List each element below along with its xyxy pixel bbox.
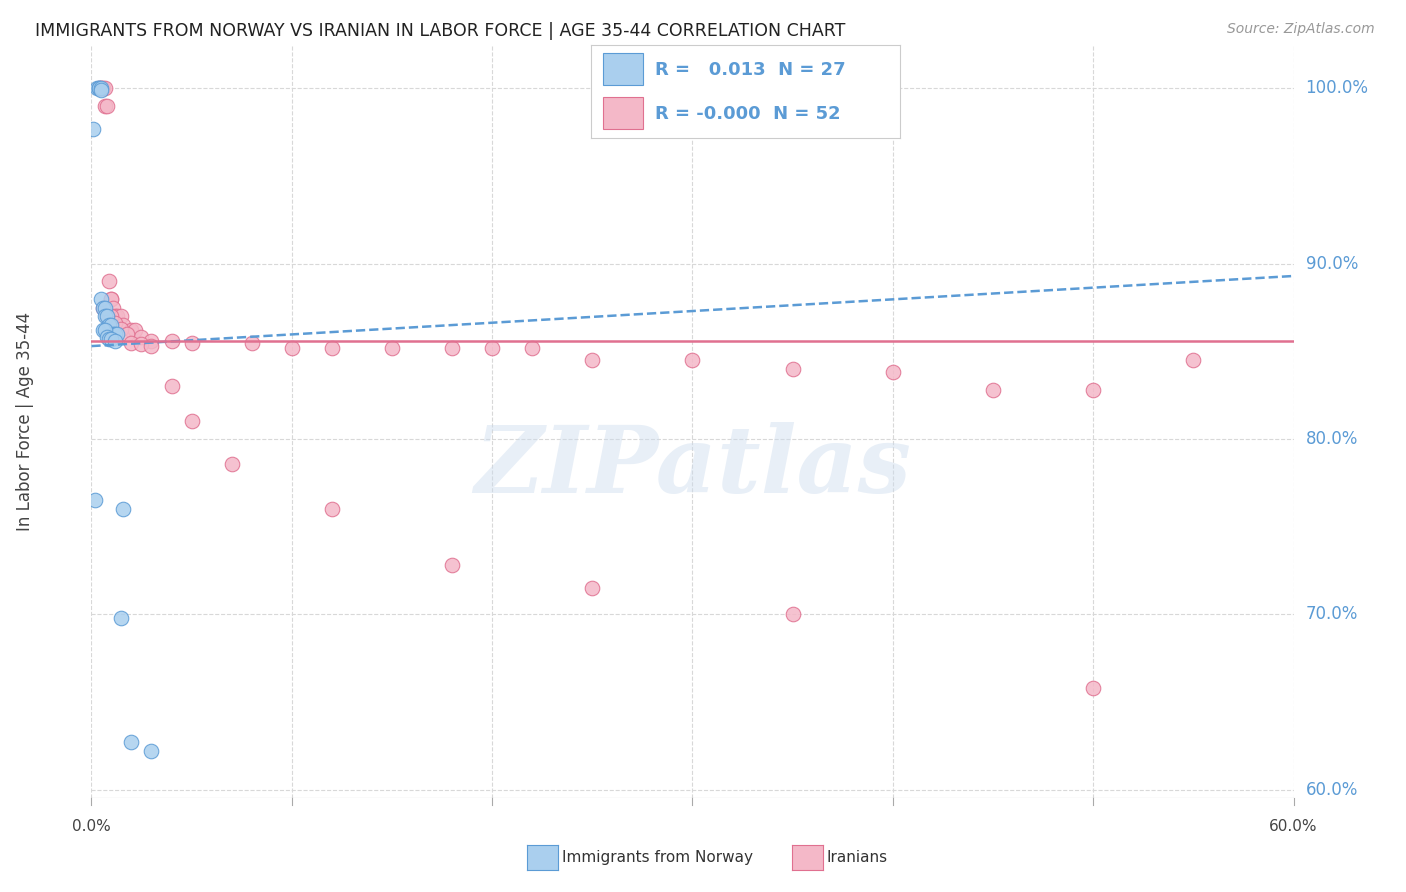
Point [882, 365, 904, 379]
Text: ZIPatlas: ZIPatlas [474, 422, 911, 512]
Point [131, 337, 153, 351]
Point [103, 301, 125, 315]
Point [121, 323, 143, 337]
Point [782, 607, 804, 622]
Point [381, 341, 404, 355]
Point [94, 301, 117, 315]
Point [94, 310, 117, 324]
Point [82, 121, 104, 136]
Point [94, 99, 117, 113]
Point [93, 301, 115, 315]
Text: 60.0%: 60.0% [1270, 820, 1317, 834]
Point [90, 81, 112, 95]
Point [93, 301, 115, 315]
Point [98, 318, 121, 332]
Point [160, 334, 183, 348]
Point [89, 81, 111, 95]
Point [141, 744, 163, 758]
Point [112, 318, 135, 332]
Point [117, 326, 139, 341]
Point [131, 330, 153, 344]
Point [124, 323, 146, 337]
Point [110, 611, 132, 625]
Point [1083, 383, 1105, 397]
Text: 100.0%: 100.0% [1306, 79, 1368, 97]
Point [104, 316, 127, 330]
Point [782, 362, 804, 376]
Point [90, 83, 112, 97]
Point [321, 502, 343, 516]
Point [94, 323, 117, 337]
Text: 60.0%: 60.0% [1306, 780, 1358, 798]
Text: Iranians: Iranians [827, 850, 887, 864]
Point [1083, 681, 1105, 695]
Bar [603, 97, 643, 129]
Point [96, 310, 118, 324]
Text: R =   0.013  N = 27: R = 0.013 N = 27 [655, 61, 846, 78]
Point [96, 330, 118, 344]
Text: 0.0%: 0.0% [72, 820, 111, 834]
Point [107, 310, 129, 324]
Point [581, 581, 603, 595]
Point [98, 274, 121, 288]
Point [104, 310, 127, 324]
Text: 90.0%: 90.0% [1306, 255, 1358, 273]
Point [94, 81, 117, 95]
Point [240, 335, 263, 350]
Text: Immigrants from Norway: Immigrants from Norway [562, 850, 754, 864]
Point [100, 318, 122, 332]
Point [100, 332, 122, 346]
Point [100, 292, 122, 306]
Point [180, 414, 202, 428]
Text: In Labor Force | Age 35-44: In Labor Force | Age 35-44 [17, 312, 34, 531]
Point [98, 332, 121, 346]
Point [89, 81, 111, 95]
Point [110, 310, 132, 324]
Point [160, 379, 183, 393]
Point [96, 99, 118, 113]
Point [90, 81, 112, 95]
Point [681, 353, 703, 368]
Point [107, 326, 129, 341]
Text: IMMIGRANTS FROM NORWAY VS IRANIAN IN LABOR FORCE | AGE 35-44 CORRELATION CHART: IMMIGRANTS FROM NORWAY VS IRANIAN IN LAB… [35, 22, 845, 40]
Point [84, 493, 107, 508]
Point [100, 310, 122, 324]
Text: R = -0.000  N = 52: R = -0.000 N = 52 [655, 105, 841, 123]
Point [89, 81, 111, 95]
Point [93, 323, 115, 337]
Point [981, 383, 1004, 397]
Point [121, 735, 143, 749]
Text: 70.0%: 70.0% [1306, 606, 1358, 624]
Point [281, 341, 304, 355]
Point [93, 81, 115, 95]
Point [581, 353, 603, 368]
Point [96, 310, 118, 324]
Point [103, 326, 125, 341]
Point [112, 502, 135, 516]
Point [110, 321, 132, 335]
Point [104, 334, 127, 348]
Point [90, 292, 112, 306]
Text: 80.0%: 80.0% [1306, 430, 1358, 448]
Point [100, 292, 122, 306]
Bar [603, 53, 643, 85]
Point [221, 457, 243, 471]
Point [481, 341, 503, 355]
Point [1182, 353, 1205, 368]
Point [440, 341, 463, 355]
Point [522, 341, 544, 355]
Point [121, 335, 143, 350]
Point [440, 558, 463, 573]
Point [141, 339, 163, 353]
Point [141, 334, 163, 348]
Point [321, 341, 343, 355]
Point [180, 335, 202, 350]
Point [104, 326, 127, 341]
Point [90, 81, 112, 95]
Point [86, 81, 108, 95]
Text: Source: ZipAtlas.com: Source: ZipAtlas.com [1227, 22, 1375, 37]
